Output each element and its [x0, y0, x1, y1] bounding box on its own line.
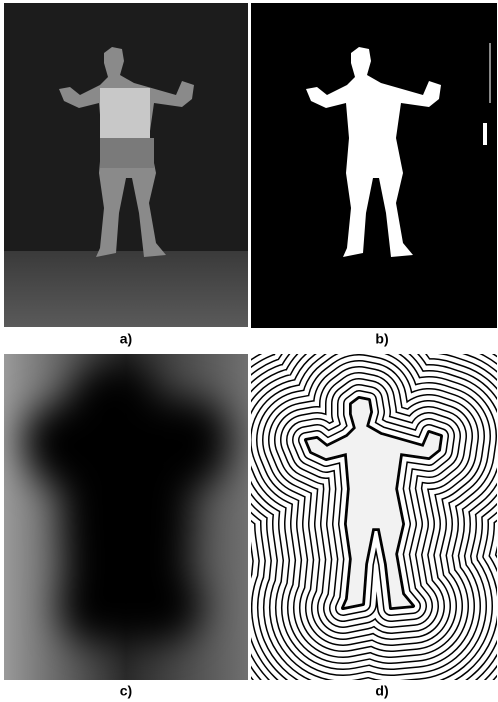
- panel-d: [251, 354, 497, 680]
- figure: a) b) c) d): [0, 0, 498, 702]
- panel-b: [251, 3, 497, 328]
- panel-label: b): [375, 331, 388, 347]
- panel-a: [4, 3, 248, 327]
- panel-label: a): [120, 331, 132, 347]
- panel-c: [4, 354, 248, 680]
- panel-label: c): [120, 683, 132, 699]
- panel-label: d): [375, 683, 388, 699]
